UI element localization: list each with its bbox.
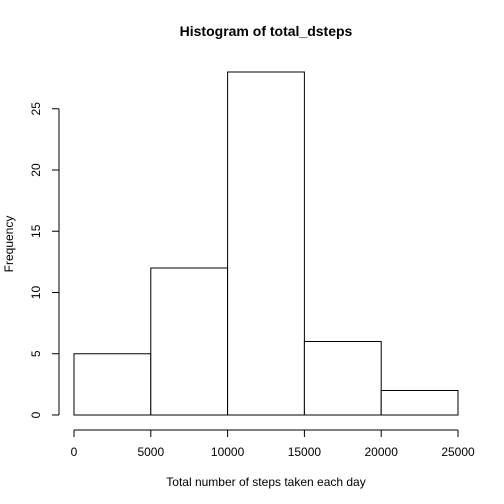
x-tick-label: 5000 (137, 445, 164, 459)
x-tick-label: 0 (71, 445, 78, 459)
y-tick-label: 25 (29, 102, 43, 116)
x-axis-label: Total number of steps taken each day (166, 475, 365, 489)
y-axis-label: Frequency (2, 216, 16, 273)
x-axis: 0 5000 10000 15000 20000 25000 (71, 429, 475, 459)
x-tick-label: 10000 (211, 445, 245, 459)
y-tick-label: 10 (29, 286, 43, 300)
histogram-bar-2 (227, 71, 305, 416)
histogram-bar-0 (73, 353, 152, 416)
y-tick-label: 5 (29, 350, 43, 357)
histogram-bar-1 (150, 267, 229, 416)
y-tick-label: 0 (29, 411, 43, 418)
bars-group (73, 71, 459, 416)
y-tick-label: 15 (29, 224, 43, 238)
y-tick-label: 20 (29, 163, 43, 177)
x-tick-label: 20000 (365, 445, 399, 459)
x-tick-label: 15000 (288, 445, 322, 459)
chart-title: Histogram of total_dsteps (180, 23, 353, 39)
histogram-bar-4 (380, 390, 459, 416)
histogram-bar-3 (303, 341, 382, 416)
x-tick-label: 25000 (441, 445, 475, 459)
y-axis: 0 5 10 15 20 25 (29, 102, 60, 418)
